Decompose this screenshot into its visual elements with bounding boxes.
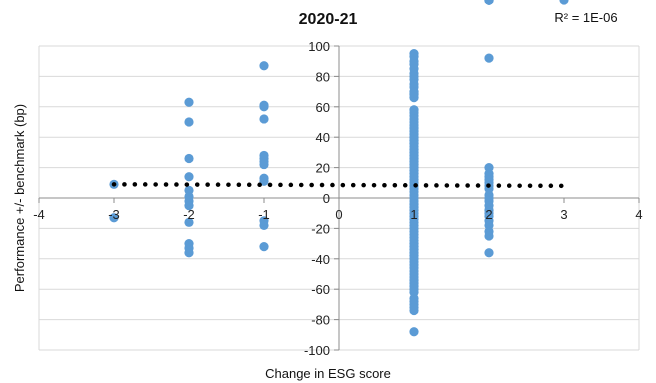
x-tick-label: 3 <box>560 207 567 222</box>
data-point <box>184 97 194 107</box>
y-tick-label: -40 <box>311 252 330 267</box>
y-tick-label: -20 <box>311 221 330 236</box>
y-tick-label: 60 <box>316 100 330 115</box>
x-tick-label: 0 <box>335 207 342 222</box>
x-axis-title: Change in ESG score <box>265 366 391 381</box>
y-tick-label: -60 <box>311 282 330 297</box>
y-tick-label: 40 <box>316 130 330 145</box>
data-point <box>484 0 494 5</box>
x-tick-label: -1 <box>258 207 270 222</box>
data-point <box>484 248 494 258</box>
data-point <box>184 117 194 127</box>
x-tick-label: -4 <box>33 207 45 222</box>
chart-title: 2020-21 <box>299 11 358 28</box>
data-point <box>184 172 194 182</box>
y-tick-label: -100 <box>304 343 330 358</box>
data-point <box>409 105 419 115</box>
data-point <box>409 159 419 170</box>
data-points <box>109 0 569 337</box>
data-point <box>409 88 419 98</box>
y-tick-label: 20 <box>316 161 330 176</box>
trendline-path <box>111 182 567 189</box>
data-point <box>259 242 269 252</box>
y-tick-label: -80 <box>311 313 330 328</box>
x-tick-label: 2 <box>485 207 492 222</box>
x-tick-label: 1 <box>410 207 417 222</box>
data-point <box>559 0 569 5</box>
data-point <box>109 213 119 223</box>
data-point <box>259 176 269 186</box>
data-point <box>409 327 419 337</box>
x-tick-label: 4 <box>635 207 642 222</box>
tick-labels: -4 -3 -2 -1 0 1 2 3 4 -100 -80 -60 -40 -20 0 20 40 60 80 10… <box>33 39 642 358</box>
data-point <box>484 53 494 63</box>
data-point <box>259 159 269 170</box>
data-point <box>259 220 269 230</box>
y-tick-label: 80 <box>316 69 330 84</box>
data-point <box>184 248 194 258</box>
y-tick-label: 100 <box>308 39 330 54</box>
data-point <box>259 102 269 112</box>
y-axis-title: Performance +/- benchmark (bp) <box>12 104 27 292</box>
data-point <box>184 217 194 227</box>
y-tick-label: 0 <box>323 191 330 206</box>
data-point <box>184 153 194 164</box>
trendline <box>111 182 567 189</box>
data-point <box>259 114 269 124</box>
x-tick-label: -2 <box>183 207 195 222</box>
data-point <box>409 305 419 316</box>
data-point <box>184 201 194 211</box>
x-tick-label: -3 <box>108 207 120 222</box>
data-point <box>484 231 494 241</box>
data-point <box>259 61 269 71</box>
r-squared-annotation: R² = 1E-06 <box>554 10 617 25</box>
